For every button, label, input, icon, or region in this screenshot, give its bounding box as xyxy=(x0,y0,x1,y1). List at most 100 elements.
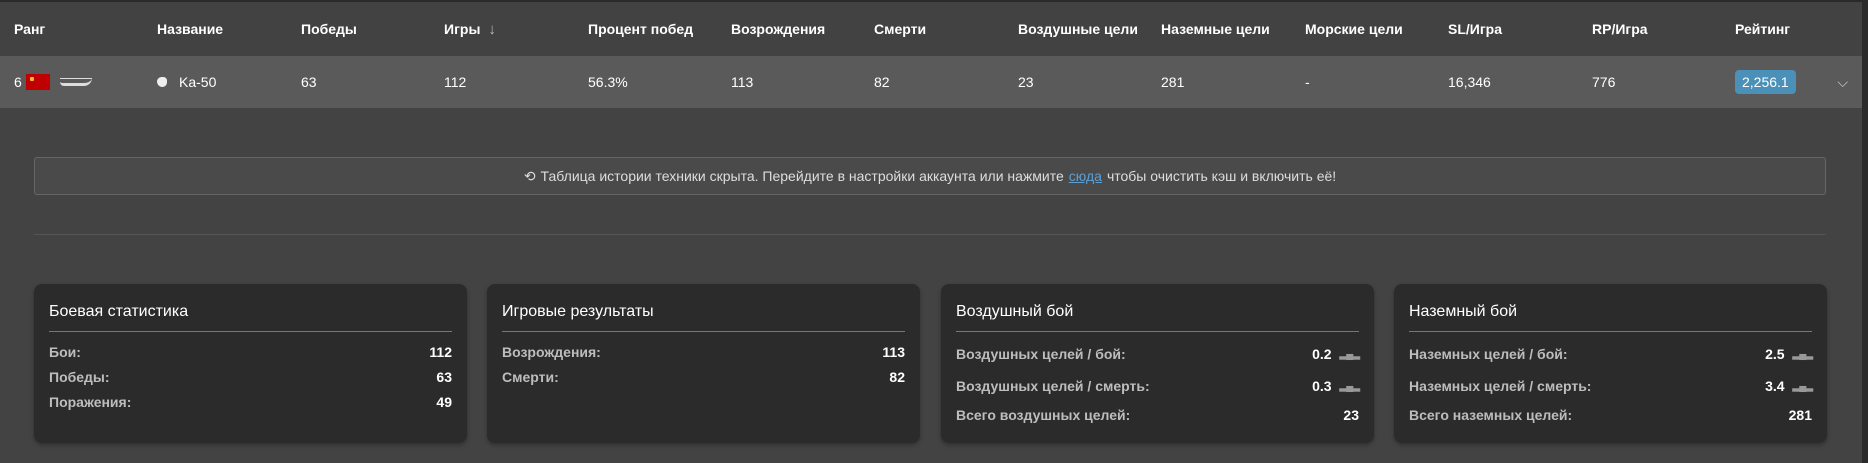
card-title: Наземный бой xyxy=(1409,303,1812,332)
header-naval-targets[interactable]: Морские цели xyxy=(1305,2,1403,56)
header-air-targets[interactable]: Воздушные цели xyxy=(1018,2,1138,56)
header-label: Победы xyxy=(301,21,357,37)
stat-row: Наземных целей / бой: 2.5 ▂▄▂ xyxy=(1409,338,1813,370)
ground-targets-cell: 281 xyxy=(1161,74,1185,90)
clear-cache-link[interactable]: сюда xyxy=(1068,168,1102,184)
header-label: Название xyxy=(157,21,224,37)
deaths-cell: 82 xyxy=(874,74,890,90)
bar-chart-icon[interactable]: ▂▄▂ xyxy=(1339,348,1360,360)
stat-value: 63 xyxy=(436,368,452,385)
games-cell: 112 xyxy=(444,74,467,90)
history-icon: ⟲ xyxy=(523,167,536,184)
header-rank[interactable]: Ранг xyxy=(14,2,45,56)
stat-value: 113 xyxy=(882,343,905,360)
stat-label: Поражения: xyxy=(49,393,132,410)
stat-row: Всего воздушных целей: 23 xyxy=(956,402,1359,428)
banner-text-end: чтобы очистить кэш и включить её! xyxy=(1106,168,1337,184)
divider xyxy=(34,234,1826,235)
stat-value: 3.4 xyxy=(1765,378,1785,394)
helicopter-silhouette-icon xyxy=(59,78,92,86)
card-title: Воздушный бой xyxy=(956,303,1359,332)
banner-text: Таблица истории техники скрыта. Перейдит… xyxy=(540,168,1064,184)
rank-value: 6 xyxy=(14,74,22,90)
stat-label: Наземных целей / бой: xyxy=(1409,346,1568,362)
expand-chevron-icon[interactable]: ⌵ xyxy=(1837,73,1848,90)
stat-value: 0.2 xyxy=(1312,346,1332,362)
stat-value: 82 xyxy=(889,368,905,385)
stat-row: Возрождения: 113 xyxy=(502,339,905,364)
stat-row: Наземных целей / смерть: 3.4 ▂▄▂ xyxy=(1409,370,1813,402)
stat-row: Воздушных целей / смерть: 0.3 ▂▄▂ xyxy=(956,370,1360,402)
top-border xyxy=(0,0,1868,2)
sl-per-game-cell: 16,346 xyxy=(1448,74,1491,90)
card-title: Боевая статистика xyxy=(49,303,452,332)
stat-value: 23 xyxy=(1343,407,1359,423)
header-label: Возрождения xyxy=(731,21,826,37)
header-label: RP/Игра xyxy=(1592,21,1648,37)
bar-chart-icon[interactable]: ▂▄▂ xyxy=(1792,380,1813,392)
header-sl-per-game[interactable]: SL/Игра xyxy=(1448,2,1502,56)
stat-value: 112 xyxy=(429,343,452,360)
table-row[interactable]: 6 Ka-50 63 112 56.3% 113 82 23 281 - 16,… xyxy=(0,56,1862,108)
rating-badge: 2,256.1 xyxy=(1735,70,1796,94)
card-combat-stats: Боевая статистика Бои: 112 Победы: 63 Пора… xyxy=(34,284,467,443)
stat-row: Поражения: 49 xyxy=(49,389,452,414)
naval-targets-cell: - xyxy=(1305,74,1310,90)
rp-per-game-cell: 776 xyxy=(1592,74,1616,90)
vehicle-name: Ka-50 xyxy=(179,74,217,90)
header-label: Морские цели xyxy=(1305,21,1403,37)
stat-value: 281 xyxy=(1788,407,1812,423)
card-air-combat: Воздушный бой Воздушных целей / бой: 0.2 ▂… xyxy=(941,284,1374,443)
header-ground-targets[interactable]: Наземные цели xyxy=(1161,2,1270,56)
history-hidden-banner: ⟲ Таблица истории техники скрыта. Перейд… xyxy=(34,157,1826,195)
rating-cell: 2,256.1 xyxy=(1735,56,1796,108)
air-targets-cell: 23 xyxy=(1018,74,1034,90)
ussr-flag-icon xyxy=(25,74,50,90)
scrollbar[interactable] xyxy=(1862,0,1868,463)
header-label: SL/Игра xyxy=(1448,21,1503,37)
stat-label: Всего воздушных целей: xyxy=(956,407,1131,423)
header-respawns[interactable]: Возрождения xyxy=(731,2,825,56)
header-name[interactable]: Название xyxy=(157,2,223,56)
header-label: Наземные цели xyxy=(1161,21,1270,37)
stat-label: Воздушных целей / смерть: xyxy=(956,378,1150,394)
stat-label: Победы: xyxy=(49,368,110,385)
name-cell: Ka-50 xyxy=(157,56,216,108)
bar-chart-icon[interactable]: ▂▄▂ xyxy=(1339,380,1360,392)
stat-row: Бои: 112 xyxy=(49,339,452,364)
stat-row: Воздушных целей / бой: 0.2 ▂▄▂ xyxy=(956,338,1360,370)
header-label: Игры xyxy=(444,21,481,37)
stat-label: Всего наземных целей: xyxy=(1409,407,1573,423)
header-win-rate[interactable]: Процент побед xyxy=(588,2,693,56)
header-label: Смерти xyxy=(874,21,927,37)
header-deaths[interactable]: Смерти xyxy=(874,2,926,56)
bar-chart-icon[interactable]: ▂▄▂ xyxy=(1792,348,1813,360)
header-games[interactable]: Игры ↓ xyxy=(444,2,496,56)
stat-row: Смерти: 82 xyxy=(502,364,905,389)
header-wins[interactable]: Победы xyxy=(301,2,357,56)
respawns-cell: 113 xyxy=(731,74,754,90)
header-label: Ранг xyxy=(14,21,46,37)
header-rating[interactable]: Рейтинг xyxy=(1735,2,1790,56)
table-header: Ранг Название Победы Игры ↓ Процент побед… xyxy=(0,2,1862,56)
card-ground-combat: Наземный бой Наземных целей / бой: 2.5 ▂▄▂… xyxy=(1394,284,1827,443)
stat-label: Воздушных целей / бой: xyxy=(956,346,1126,362)
header-label: Рейтинг xyxy=(1735,21,1791,37)
header-label: Воздушные цели xyxy=(1018,21,1138,37)
wins-cell: 63 xyxy=(301,74,317,90)
sort-arrow-down-icon: ↓ xyxy=(488,20,496,38)
stat-row: Всего наземных целей: 281 xyxy=(1409,402,1812,428)
stat-value: 0.3 xyxy=(1312,378,1332,394)
stat-label: Наземных целей / смерть: xyxy=(1409,378,1592,394)
helicopter-class-icon xyxy=(157,77,167,87)
stat-value: 49 xyxy=(436,393,452,410)
win-rate-cell: 56.3% xyxy=(588,74,628,90)
rank-cell: 6 xyxy=(14,56,92,108)
stat-label: Смерти: xyxy=(502,368,559,385)
card-title: Игровые результаты xyxy=(502,303,905,332)
header-rp-per-game[interactable]: RP/Игра xyxy=(1592,2,1648,56)
stat-row: Победы: 63 xyxy=(49,364,452,389)
stat-value: 2.5 xyxy=(1765,346,1785,362)
header-label: Процент побед xyxy=(588,21,694,37)
card-game-results: Игровые результаты Возрождения: 113 Смерт… xyxy=(487,284,920,443)
